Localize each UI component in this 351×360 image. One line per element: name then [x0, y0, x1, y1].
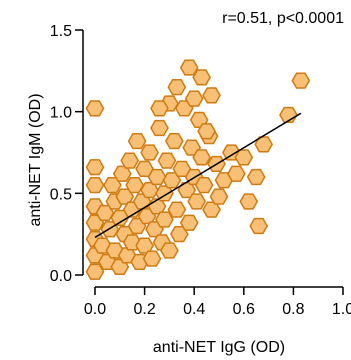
- data-point: [209, 188, 229, 205]
- y-tick-label: 0.5: [50, 186, 72, 203]
- data-point: [187, 193, 207, 210]
- data-point: [239, 193, 259, 210]
- regression-line: [94, 112, 302, 239]
- data-point: [167, 201, 187, 218]
- data-point: [125, 177, 145, 194]
- data-point: [179, 59, 199, 76]
- x-axis-title: anti-NET IgG (OD): [153, 339, 285, 356]
- data-point: [179, 214, 199, 231]
- y-tick-label: 1.5: [50, 23, 72, 40]
- data-point: [246, 168, 266, 186]
- data-point: [164, 132, 184, 150]
- data-point: [184, 90, 204, 107]
- data-point: [150, 119, 169, 137]
- data-point: [155, 211, 174, 228]
- data-point: [202, 87, 221, 104]
- data-point: [85, 100, 105, 117]
- data-point: [160, 242, 179, 259]
- x-tick-label: 0.8: [282, 301, 304, 318]
- data-point: [167, 79, 187, 96]
- x-tick-label: 1.0: [332, 301, 351, 318]
- data-point: [197, 123, 216, 140]
- data-point: [254, 136, 274, 153]
- data-point: [85, 263, 105, 280]
- data-point: [194, 177, 214, 194]
- data-point: [226, 165, 246, 182]
- x-tick-label: 0.0: [84, 301, 106, 318]
- data-point: [150, 100, 169, 117]
- data-point: [85, 159, 105, 176]
- data-point: [249, 217, 269, 235]
- data-point: [127, 132, 147, 150]
- x-tick-label: 0.6: [233, 301, 255, 318]
- data-point: [157, 152, 177, 169]
- points-layer: [85, 59, 311, 280]
- data-point: [142, 250, 162, 267]
- y-tick-label: 0.0: [50, 268, 72, 285]
- data-point: [147, 168, 167, 186]
- data-point: [234, 149, 254, 166]
- data-point: [291, 72, 311, 89]
- y-axis-title: anti-NET IgM (OD): [27, 93, 44, 226]
- x-tick-label: 0.2: [133, 301, 155, 318]
- x-tick-label: 0.4: [183, 301, 205, 318]
- axes-layer: 0.0 0.5 1.0 1.5 0.0 0.2 0.4 0.6 0.8 1.0: [50, 23, 351, 318]
- y-tick-label: 1.0: [50, 105, 72, 122]
- data-point: [120, 152, 140, 169]
- data-point: [192, 69, 212, 86]
- data-point: [140, 144, 159, 161]
- data-point: [192, 149, 212, 166]
- correlation-annotation: r=0.51, p<0.0001: [222, 10, 344, 27]
- data-point: [85, 177, 105, 194]
